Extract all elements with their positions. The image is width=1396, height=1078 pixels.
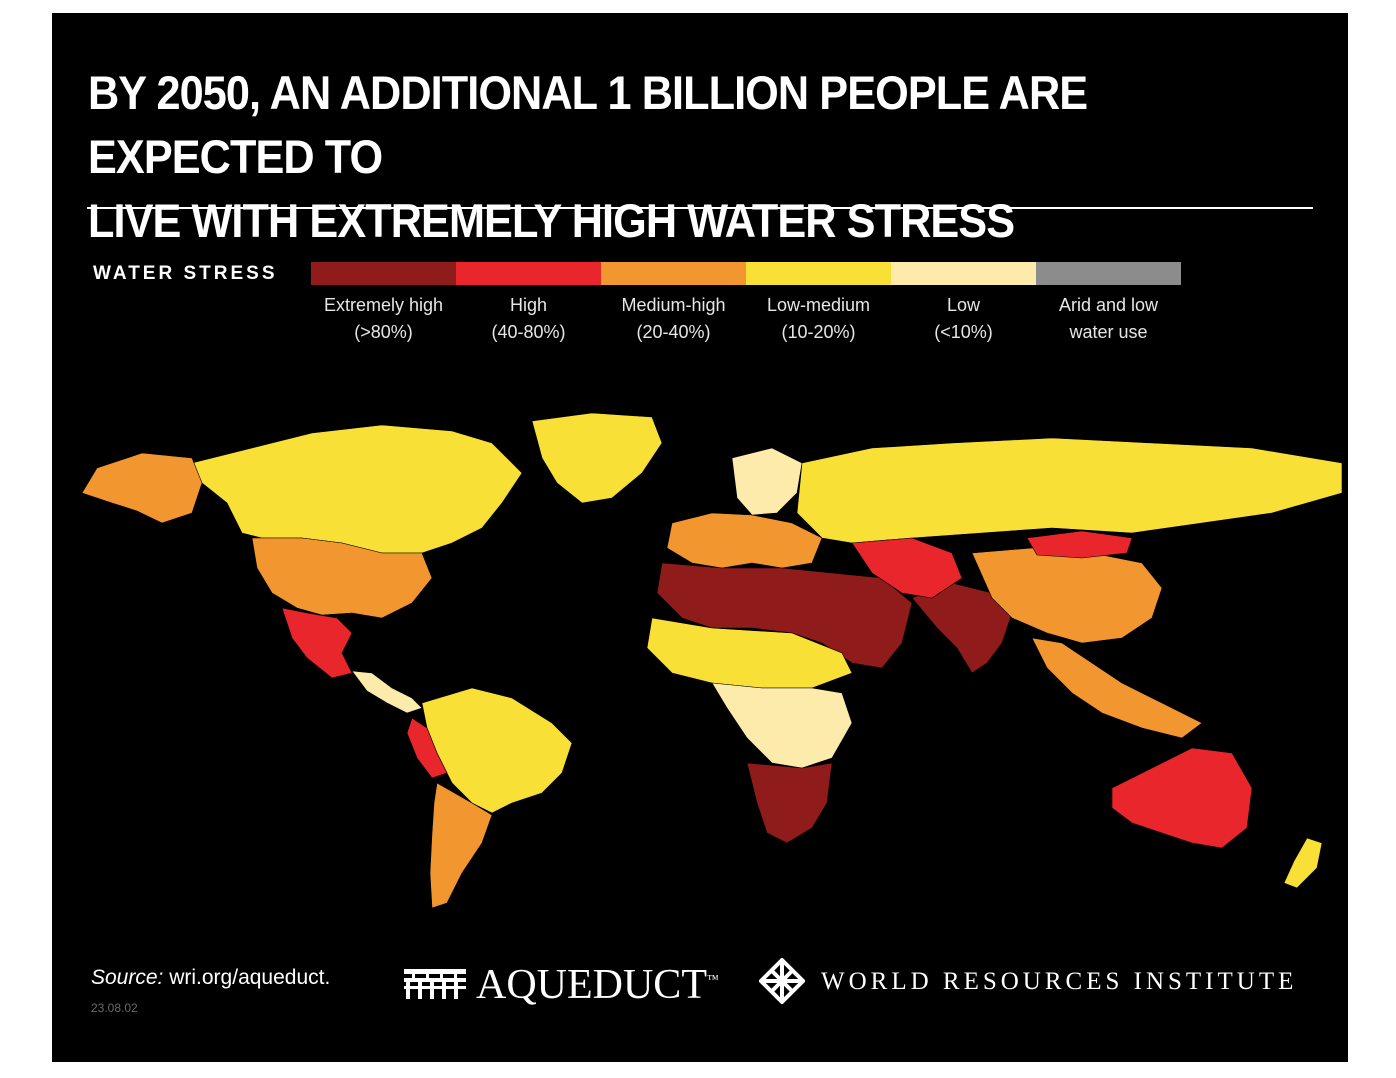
aqueduct-wordmark: AQUEDUCT™ xyxy=(476,961,719,1009)
legend-label-line-2: (<10%) xyxy=(934,322,993,342)
region-mexico xyxy=(281,607,353,679)
source-label: Source: xyxy=(91,966,164,989)
legend-label-line-2: (>80%) xyxy=(354,322,413,342)
legend-label-low-medium: Low-medium (10-20%) xyxy=(734,292,903,346)
region-peru xyxy=(406,717,448,779)
divider xyxy=(87,207,1313,209)
legend-swatch-low-medium xyxy=(746,262,891,285)
region-southeast-asia xyxy=(1031,637,1203,739)
legend-swatch-medium-high xyxy=(601,262,746,285)
region-scandinavia xyxy=(731,447,803,516)
region-europe xyxy=(666,512,823,569)
legend-label-line-1: Low xyxy=(946,295,981,315)
world-water-stress-map xyxy=(52,403,1348,923)
source-link[interactable]: wri.org/aqueduct. xyxy=(169,966,331,989)
legend-label-line-2: (10-20%) xyxy=(781,322,856,342)
region-central-africa xyxy=(711,682,853,769)
region-greenland xyxy=(531,412,663,504)
legend-label-line-1: Arid and low xyxy=(1058,295,1159,315)
trademark-symbol: ™ xyxy=(706,972,719,986)
headline-line-2: LIVE WITH EXTREMELY HIGH WATER STRESS xyxy=(88,194,1015,247)
legend-label-line-1: Extremely high xyxy=(323,295,444,315)
wri-lattice-icon xyxy=(759,958,805,1004)
region-south-asia xyxy=(911,582,1013,674)
region-new-zealand xyxy=(1283,837,1323,889)
region-mongolia xyxy=(1026,530,1133,559)
infographic: BY 2050, AN ADDITIONAL 1 BILLION PEOPLE … xyxy=(52,13,1348,1062)
legend-label-line-1: High xyxy=(509,295,548,315)
legend-label-high: High (40-80%) xyxy=(444,292,613,346)
region-chile-argentina xyxy=(429,782,493,909)
region-central-asia xyxy=(851,537,963,599)
legend-label-line-2: water use xyxy=(1069,322,1148,342)
aqueduct-wordmark-text: AQUEDUCT xyxy=(476,962,707,1008)
region-central-america xyxy=(351,670,423,714)
legend-label-line-1: Medium-high xyxy=(621,295,726,315)
region-north-africa-middle-east xyxy=(656,562,913,669)
region-australia xyxy=(1111,747,1253,849)
legend-label-extremely-high: Extremely high (>80%) xyxy=(299,292,468,346)
headline: BY 2050, AN ADDITIONAL 1 BILLION PEOPLE … xyxy=(88,61,1192,253)
region-southern-africa xyxy=(746,762,833,844)
region-russia xyxy=(796,437,1343,544)
legend-label-line-1: Low-medium xyxy=(766,295,871,315)
legend-label-medium-high: Medium-high (20-40%) xyxy=(589,292,758,346)
legend-swatch-arid xyxy=(1036,262,1181,285)
legend-label-line-2: (20-40%) xyxy=(636,322,711,342)
region-north-america-north xyxy=(191,424,523,554)
legend-swatch-high xyxy=(456,262,601,285)
legend-label-low: Low (<10%) xyxy=(879,292,1048,346)
region-united-states xyxy=(251,537,433,619)
legend-label-arid: Arid and low water use xyxy=(1024,292,1193,346)
publish-date: 23.08.02 xyxy=(91,1001,138,1015)
legend-swatch-low xyxy=(891,262,1036,285)
region-alaska xyxy=(81,452,203,524)
source-note: Source: wri.org/aqueduct. xyxy=(91,966,330,990)
legend-label-line-2: (40-80%) xyxy=(491,322,566,342)
legend-title: WATER STRESS xyxy=(93,263,278,284)
aqueduct-arches-icon xyxy=(404,969,466,999)
headline-line-1: BY 2050, AN ADDITIONAL 1 BILLION PEOPLE … xyxy=(88,66,1088,183)
wri-wordmark: WORLD RESOURCES INSTITUTE xyxy=(821,968,1298,995)
legend-swatch-extremely-high xyxy=(311,262,456,285)
